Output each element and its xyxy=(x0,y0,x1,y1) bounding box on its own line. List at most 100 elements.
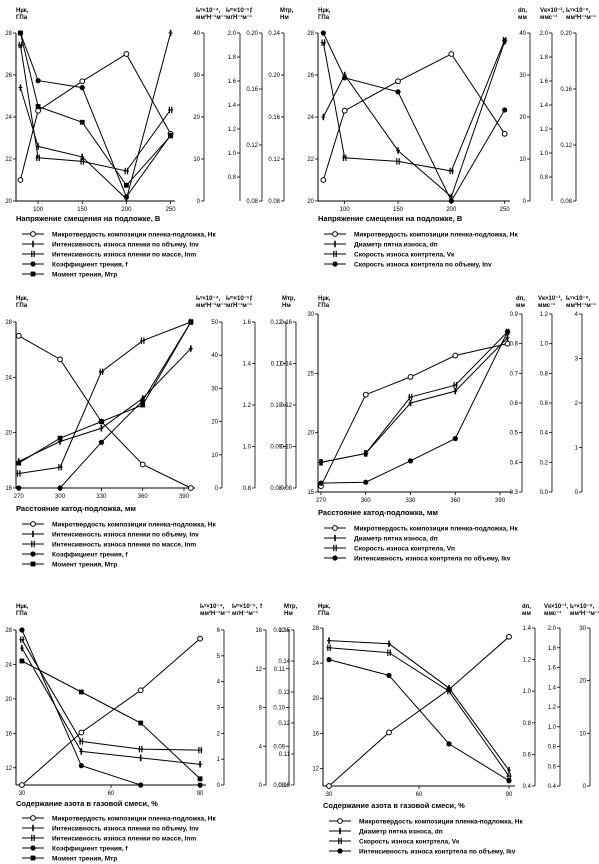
legend-marker xyxy=(30,261,36,267)
data-point-dbar xyxy=(446,688,452,695)
y-tick-label: 0.8 xyxy=(540,371,549,377)
y-tick-label: 0.12 xyxy=(246,143,258,149)
legend-marker xyxy=(332,555,338,561)
y-tick-label: 0.20 xyxy=(246,31,258,37)
y-tick-label: 0.12 xyxy=(560,143,572,149)
y-tick-label: 1.4 xyxy=(243,362,252,368)
x-tick-label: 250 xyxy=(500,207,511,213)
axis-header-line: Нм xyxy=(284,611,293,617)
y-tick-label: 5 xyxy=(217,654,221,660)
y-tick-label: 0.0 xyxy=(540,490,549,496)
y-tick-label: 10 xyxy=(579,731,586,737)
y-tick-label: 0.6 xyxy=(510,401,519,407)
axis-header: Iₕᵐ×10⁻⁵,мгН⁻¹м⁻¹ xyxy=(232,604,258,617)
data-point-bar xyxy=(505,334,510,341)
data-point-open xyxy=(123,51,130,57)
y-tick-label: 6 xyxy=(217,628,221,634)
x-tick-label: 200 xyxy=(121,207,132,213)
data-point-open xyxy=(326,783,332,789)
legend-label: Коэффициент трения, f xyxy=(52,552,128,559)
data-point-open xyxy=(57,356,63,363)
legend-label: Интенсивность износа контртела по объему… xyxy=(354,555,511,563)
legend-label: Диаметр пятна износа, dп xyxy=(359,829,443,836)
series-line-3 xyxy=(320,331,508,463)
legend-marker xyxy=(30,815,36,821)
y-tick-label: 0 xyxy=(575,490,579,496)
data-point-filled xyxy=(407,458,414,464)
series-line-4 xyxy=(328,659,510,782)
y-tick-label: 0.13 xyxy=(278,690,290,696)
y-tick-label: 0.8 xyxy=(228,175,237,181)
legend-label: Интенсивность износа пленки по объему, I… xyxy=(52,531,199,539)
series-line-1 xyxy=(320,343,508,487)
y-tick-label: 0.11 xyxy=(279,752,291,758)
axis-header-line: мм xyxy=(518,15,527,21)
y-tick-label: 16 xyxy=(312,731,319,737)
y-tick-label: 28 xyxy=(5,31,12,37)
y-tick-label: 10 xyxy=(519,157,526,163)
data-point-open xyxy=(79,78,86,85)
data-point-filled xyxy=(138,782,144,788)
y-tick-label: 30 xyxy=(307,312,314,318)
data-point-bar xyxy=(79,748,84,755)
y-tick-label: 0.15 xyxy=(278,628,290,634)
data-point-open xyxy=(506,633,512,640)
y-tick-label: 15 xyxy=(307,490,314,496)
legend-marker xyxy=(30,561,36,567)
legend-marker xyxy=(30,250,36,258)
data-point-bar xyxy=(507,767,511,774)
y-tick-label: 26 xyxy=(307,73,314,79)
data-point-dbar xyxy=(342,154,348,161)
data-point-open xyxy=(407,373,414,380)
legend-marker xyxy=(31,824,35,832)
x-tick-label: 330 xyxy=(406,498,417,504)
data-point-filled xyxy=(395,89,401,95)
data-point-bar xyxy=(99,425,104,432)
y-tick-label: 1.4 xyxy=(228,103,237,109)
axis-header-line: Iₖᵛ×10⁻⁸, xyxy=(566,8,591,14)
data-point-square xyxy=(16,460,22,466)
y-tick-label: 0.08 xyxy=(268,199,280,205)
y-tick-label: 1.0 xyxy=(243,445,252,451)
data-point-open xyxy=(15,332,22,339)
data-point-filled xyxy=(363,479,369,485)
y-tick-label: 1.2 xyxy=(243,403,252,409)
y-tick-label: 1.8 xyxy=(548,646,557,652)
y-tick-label: 0.20 xyxy=(268,73,280,79)
y-tick-label: 12 xyxy=(312,766,319,772)
y-tick-label: 0.9 xyxy=(510,312,519,318)
axis-header-line: мм³Н⁻¹м⁻¹ xyxy=(566,14,596,21)
y-tick-label: 20 xyxy=(579,679,586,685)
data-point-dbar xyxy=(138,745,144,753)
x-tick-label: 390 xyxy=(179,494,190,500)
axis-header: Hµк,ГПа xyxy=(16,296,29,309)
axis-header: Hµк,ГПа xyxy=(16,604,29,617)
x-tick-label: 200 xyxy=(446,207,457,213)
data-point-open xyxy=(386,729,392,736)
y-tick-label: 2.0 xyxy=(228,31,237,37)
y-tick-label: 20 xyxy=(211,420,218,426)
legend-marker xyxy=(337,818,343,824)
x-tick-label: 330 xyxy=(96,494,107,500)
axis-header: Iₕᵛ×10⁻⁴,мм³Н⁻¹м⁻¹ xyxy=(196,8,226,21)
axis-header: Hµк,ГПа xyxy=(16,8,29,21)
y-tick-label: 0.16 xyxy=(280,320,292,326)
chart-panel-5: 30 60 901216202428Hµк,ГПа0123456Iₕᵛ×10⁻⁴,м… xyxy=(5,604,297,863)
y-tick-label: 2 xyxy=(217,731,221,737)
axis-header: Mтр,Нм xyxy=(280,8,294,21)
axis-header-line: Iₕᵐ×10⁻⁵, xyxy=(226,8,252,14)
data-point-dbar xyxy=(35,154,41,161)
legend-label: Момент трения, Mтр xyxy=(52,562,117,569)
data-point-bar xyxy=(80,153,85,161)
data-point-bar xyxy=(408,399,413,407)
y-tick-label: 0.6 xyxy=(548,764,557,770)
y-tick-label: 0 xyxy=(583,784,587,790)
data-point-filled xyxy=(98,439,104,445)
y-tick-label: 0.24 xyxy=(268,31,280,37)
series-line-2 xyxy=(322,41,506,198)
y-tick-label: 0.12 xyxy=(268,157,280,163)
y-tick-label: 28 xyxy=(5,628,12,634)
y-tick-label: 10 xyxy=(211,453,218,459)
data-point-filled xyxy=(318,480,324,486)
data-point-bar xyxy=(387,640,391,647)
